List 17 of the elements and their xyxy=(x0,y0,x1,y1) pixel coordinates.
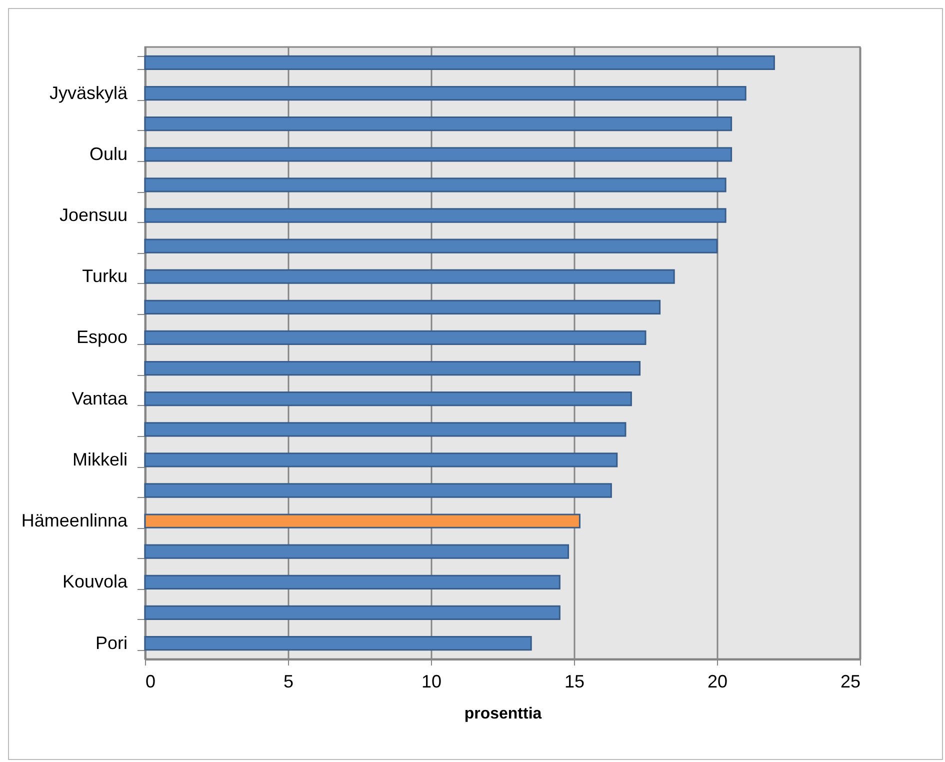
y-tick-label: Joensuu xyxy=(59,205,128,226)
y-tick-label: Oulu xyxy=(89,144,128,164)
y-tick-label: Kouvola xyxy=(62,572,128,592)
x-axis-title: prosenttia xyxy=(464,706,542,722)
x-tick-label: 0 xyxy=(146,672,156,692)
x-tick-label: 15 xyxy=(564,672,585,692)
y-tick-label: Mikkeli xyxy=(72,449,128,470)
y-tick-label: Turku xyxy=(82,266,128,286)
y-tick-label: Pori xyxy=(95,632,128,653)
y-tick-label: Jyväskylä xyxy=(49,82,128,103)
y-tick-label: Vantaa xyxy=(72,388,128,408)
x-tick-label: 20 xyxy=(707,672,728,692)
x-tick-label: 5 xyxy=(283,672,294,692)
x-tick-label: 25 xyxy=(840,672,860,692)
x-tick-label: 10 xyxy=(421,672,442,692)
y-tick-label: Hämeenlinna xyxy=(21,510,128,531)
y-tick-label: Espoo xyxy=(76,327,128,348)
